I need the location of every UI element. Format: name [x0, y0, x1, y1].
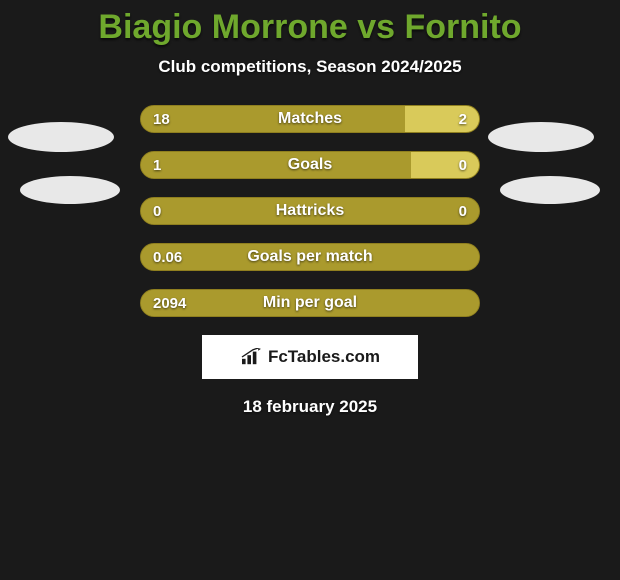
- title-left: Biagio Morrone: [98, 8, 347, 46]
- stat-label: Matches: [141, 106, 479, 132]
- subtitle: Club competitions, Season 2024/2025: [0, 57, 620, 77]
- stat-value-left: 0: [141, 198, 173, 224]
- stat-value-right: 2: [447, 106, 479, 132]
- stat-label: Goals: [141, 152, 479, 178]
- stat-value-right: 0: [447, 152, 479, 178]
- stat-label: Hattricks: [141, 198, 479, 224]
- page-title: Biagio Morrone vs Fornito: [0, 0, 620, 47]
- stat-value-left: 2094: [141, 290, 198, 316]
- stat-row: Min per goal2094: [140, 289, 480, 317]
- stat-row: Matches18 2: [140, 105, 480, 133]
- chart-icon: [240, 348, 262, 366]
- stat-value-left: 0.06: [141, 244, 194, 270]
- player-badge-placeholder: [500, 176, 600, 204]
- title-vs: vs: [348, 8, 405, 46]
- stat-value-right: 0: [447, 198, 479, 224]
- stat-value-left: 1: [141, 152, 173, 178]
- logo-text: FcTables.com: [268, 347, 380, 367]
- player-badge-placeholder: [8, 122, 114, 152]
- player-badge-placeholder: [20, 176, 120, 204]
- title-right: Fornito: [404, 8, 521, 46]
- stat-row: Goals1 0: [140, 151, 480, 179]
- stat-value-left: 18: [141, 106, 182, 132]
- date: 18 february 2025: [0, 397, 620, 417]
- stat-row: Goals per match0.06: [140, 243, 480, 271]
- comparison-bars: Matches182Goals10Hattricks00Goals per ma…: [140, 105, 480, 317]
- stat-row: Hattricks0 0: [140, 197, 480, 225]
- logo[interactable]: FcTables.com: [202, 335, 418, 379]
- player-badge-placeholder: [488, 122, 594, 152]
